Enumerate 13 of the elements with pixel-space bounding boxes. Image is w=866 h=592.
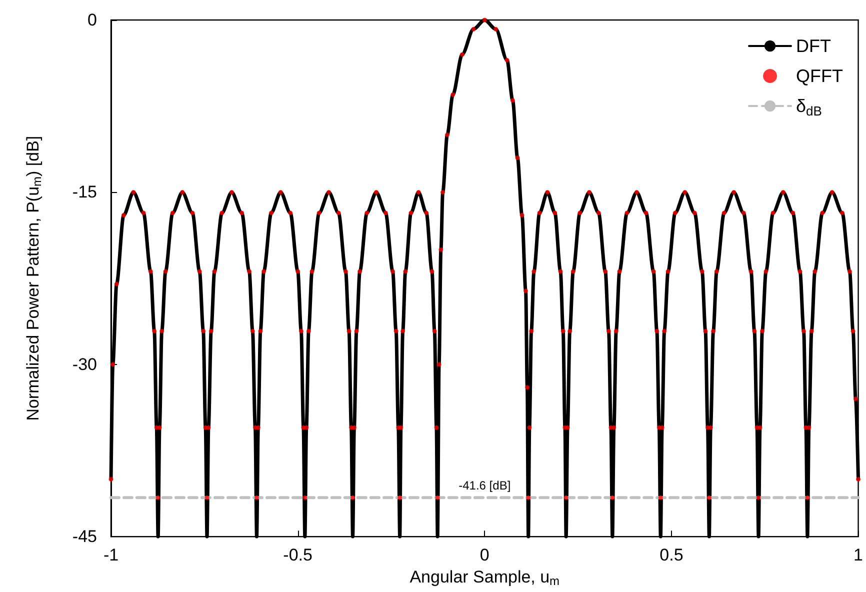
y-axis-title: Normalized Power Pattern, P(um) [dB] [24,136,44,421]
legend-label: QFFT [796,66,844,86]
x-tick-label: 0 [480,546,490,565]
y-tick-label: -30 [72,354,97,374]
x-tick-label: -1 [103,546,119,565]
x-tick-label: 1 [854,546,864,565]
x-tick-label: 0.5 [660,546,684,565]
x-tick-label: -0.5 [283,546,312,565]
y-tick-label: -45 [72,527,97,546]
legend-label: DFT [796,36,832,56]
y-tick-label: 0 [88,10,97,30]
annotation: -41.6 [dB] [458,478,511,493]
y-tick-label: -15 [72,182,97,202]
